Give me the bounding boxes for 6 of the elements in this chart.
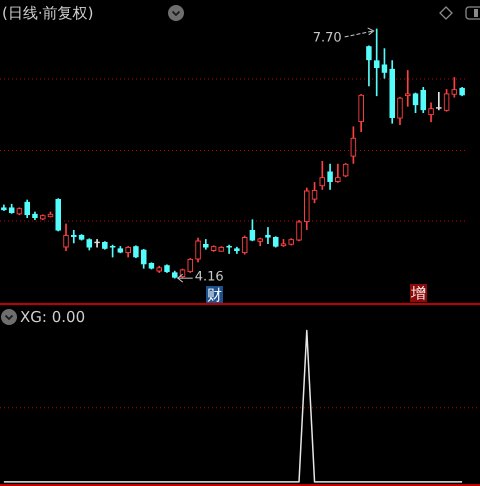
text: 财: [206, 286, 223, 304]
chart-title: XG: 0.00: [20, 308, 86, 326]
chart-title: (日线·前复权): [2, 4, 94, 23]
text: 增: [410, 284, 427, 302]
annotation: 4.16: [194, 270, 224, 285]
annotation: 7.70: [312, 30, 342, 46]
